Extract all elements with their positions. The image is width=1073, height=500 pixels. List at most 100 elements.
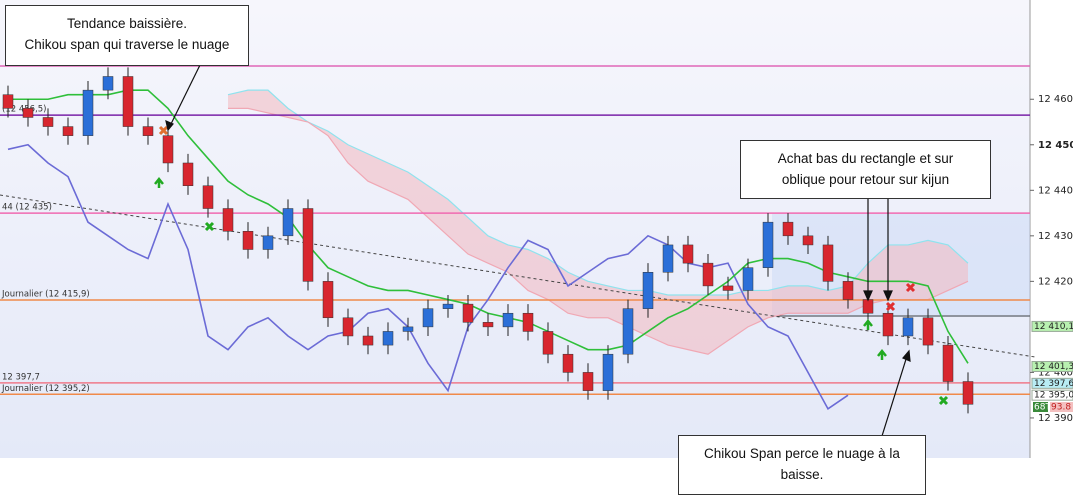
candle-body (262, 235, 274, 250)
buy-arrow (863, 318, 873, 330)
candle-body (362, 335, 374, 346)
price-tag-label: 12 395,0 (1034, 391, 1073, 401)
candle-body (702, 262, 714, 287)
side-tag (1033, 402, 1048, 412)
annotation-box: Tendance baissière. Chikou span qui trav… (5, 5, 249, 66)
level-label: Journalier (12 415,9) (1, 290, 90, 300)
annotation-text: Chikou span qui traverse le nuage (24, 37, 230, 52)
side-tag (1050, 402, 1073, 412)
cross (938, 395, 949, 406)
annotation-box: Achat bas du rectangle et sur oblique po… (740, 140, 991, 199)
y-tick-label: 12 450 (1038, 140, 1073, 151)
candle-body (202, 185, 214, 209)
level-label: 44 (12 435) (2, 203, 52, 213)
candle-body (542, 331, 554, 355)
candle-body (842, 281, 854, 300)
candle-body (462, 303, 474, 323)
price-tag-label: 12 401,3 (1034, 362, 1073, 372)
candle-body (522, 312, 534, 332)
price-tag-label: 12 397,6 (1034, 379, 1073, 389)
candle-body (722, 285, 734, 291)
candle-body (762, 221, 774, 268)
pointers (165, 64, 911, 437)
candle-body (122, 76, 134, 127)
candle-body (582, 372, 594, 391)
candle-body (742, 267, 754, 291)
candle-body (802, 235, 814, 246)
candle-body (322, 281, 334, 319)
cross (905, 282, 916, 293)
candle-body (402, 326, 414, 332)
candle-body (22, 108, 34, 118)
chart: (12 456,5)44 (12 435)Journalier (12 415,… (0, 0, 1073, 458)
arrow-head (863, 290, 873, 302)
candle-body (682, 244, 694, 264)
plot-background (0, 0, 1030, 458)
annotation-text: oblique pour retour sur kijun (781, 172, 950, 187)
cloud (228, 90, 968, 355)
axis-panel (1030, 0, 1073, 458)
price-tag (1031, 360, 1073, 372)
cross (204, 221, 215, 232)
y-tick-label: 12 400 (1038, 367, 1073, 378)
pointer (169, 64, 201, 127)
candle-body (142, 126, 154, 136)
candle-body (162, 135, 174, 164)
annotation-text: baisse. (780, 467, 824, 482)
candle-body (382, 331, 394, 346)
candle-body (602, 353, 614, 391)
cross (158, 125, 169, 136)
side-label: 68T (1034, 403, 1051, 413)
candle-body (182, 162, 194, 186)
candle-body (42, 117, 54, 127)
price-tag (1031, 377, 1073, 389)
arrow-head (883, 290, 893, 302)
price-tag (1031, 320, 1073, 332)
annotation-text: Tendance baissière. (66, 16, 188, 31)
trend-line (0, 194, 1036, 358)
candle-body (222, 208, 234, 232)
candle-body (662, 244, 674, 273)
signals (154, 125, 949, 406)
candle-body (102, 76, 114, 91)
candle-body (782, 221, 794, 237)
candle-body (62, 126, 74, 136)
candle-body (562, 353, 574, 373)
level-label: 12 397,7 (2, 372, 40, 382)
annotation-text: Chikou Span perce le nuage à la (704, 446, 900, 461)
candle-body (922, 317, 934, 346)
y-tick-label: 12 460 (1038, 94, 1073, 105)
candle-body (442, 303, 454, 309)
price-tag (1031, 389, 1073, 401)
side-label: 93.8 (1051, 403, 1071, 413)
cross (885, 301, 896, 312)
candle-body (2, 94, 14, 109)
arrow-head (165, 119, 174, 132)
candle-body (962, 381, 974, 405)
candle-body (482, 322, 494, 328)
candle-body (502, 312, 514, 328)
candle-body (862, 299, 874, 314)
pointer (881, 355, 908, 437)
candle-body (242, 231, 254, 250)
y-tick-label: 12 390 (1038, 413, 1073, 424)
annotation-box: Chikou Span perce le nuage à la baisse. (678, 435, 926, 495)
candle-body (942, 344, 954, 382)
y-tick-label: 12 440 (1038, 185, 1073, 196)
level-label: Journalier (12 395,2) (1, 384, 90, 394)
candle-body (302, 208, 314, 282)
y-tick-label: 12 420 (1038, 276, 1073, 287)
arrow-head (902, 349, 911, 362)
candle-body (882, 312, 894, 337)
annotation-text: Achat bas du rectangle et sur (777, 151, 954, 166)
candle-body (342, 317, 354, 337)
buy-arrow (877, 348, 887, 360)
candle-body (422, 308, 434, 328)
candle-body (642, 272, 654, 309)
candle-body (82, 89, 94, 136)
candle-body (282, 208, 294, 237)
candle-body (822, 244, 834, 282)
candle-body (902, 317, 914, 337)
senkou-span-b (228, 107, 969, 355)
